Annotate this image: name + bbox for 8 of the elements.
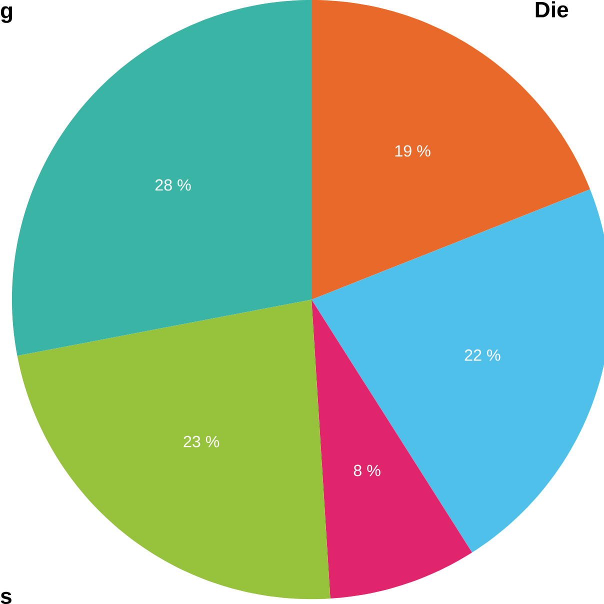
data-label: 8 % <box>354 464 380 476</box>
data-label: 28 % <box>155 179 191 191</box>
data-label: 23 % <box>184 436 220 448</box>
data-label: 22 % <box>464 349 500 361</box>
text: g <box>0 6 12 23</box>
data-label: 19 % <box>395 145 430 157</box>
text: Die <box>536 1 568 18</box>
text: s <box>0 592 12 604</box>
